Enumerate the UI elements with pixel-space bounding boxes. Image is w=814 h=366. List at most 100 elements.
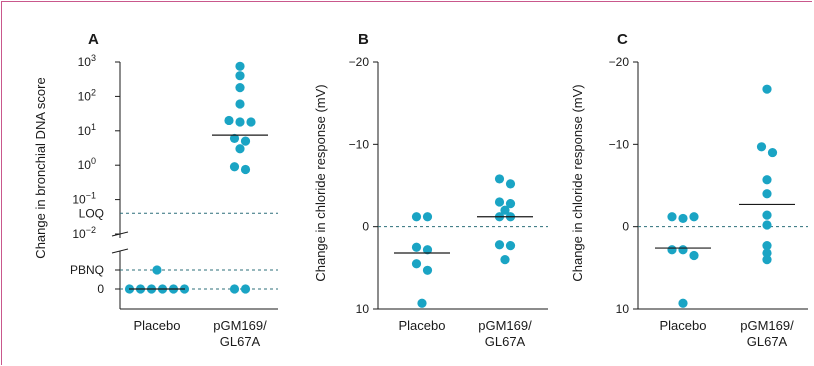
panel-b-series-0-point-0 <box>411 212 422 222</box>
panel-a-series-1-point-13 <box>240 284 251 294</box>
panel-a-tick-label-1: 102 <box>78 87 96 103</box>
panel-b-label: B <box>358 31 369 48</box>
panel-a: A Change in bronchial DNA score 10310210… <box>33 31 278 349</box>
panel-b: B Change in chloride response (mV) −20 −1… <box>313 31 548 349</box>
panel-c-tick-label-0: −20 <box>609 55 630 69</box>
panel-b-category-label-1-1: GL67A <box>485 334 526 349</box>
panel-c-series-0-point-5 <box>689 250 699 261</box>
panel-a-series-0-point-0 <box>152 265 162 275</box>
panel-c-series-1-point-1 <box>756 142 767 152</box>
panel-b-category-label-0-0: Placebo <box>399 318 446 333</box>
panel-a-label: A <box>88 31 99 48</box>
panel-b-categories: Placebo pGM169/GL67A <box>399 318 533 349</box>
panel-a-tick-label-0: 103 <box>78 53 96 69</box>
panel-c-series-1-point-4 <box>762 189 772 199</box>
panel-b-tick-label-1: −10 <box>349 137 370 151</box>
panel-a-linear-tick-label-0: PBNQ <box>70 263 104 277</box>
panel-b-series-0-point-3 <box>422 245 433 255</box>
panel-b-category-label-1-0: pGM169/ <box>478 318 532 333</box>
panel-b-series-1-point-0 <box>494 174 505 184</box>
panel-a-series-1-point-2 <box>235 83 245 93</box>
panel-c-tick-label-3: 10 <box>616 302 630 316</box>
panel-a-series-1-point-8 <box>240 136 251 146</box>
panel-a-categories: Placebo pGM169/GL67A <box>134 318 268 349</box>
panel-b-series-1-point-1 <box>505 179 516 189</box>
panel-a-series-1-point-6 <box>246 117 256 127</box>
panel-b-series-0-point-6 <box>417 298 427 308</box>
panel-a-ticks: 103 102 101 100 10−1 10−2 PBNQ 0 LOQ <box>70 53 120 296</box>
panel-c: C Change in chloride response (mV) −20 −1… <box>570 31 808 349</box>
panel-b-series-1-point-2 <box>494 197 505 207</box>
panel-c-ticks: −20 −10 0 10 <box>609 55 638 316</box>
panel-b-series-0-point-2 <box>411 242 422 252</box>
panel-a-series-1-point-4 <box>224 115 234 126</box>
panel-c-category-label-1-0: pGM169/ <box>740 318 794 333</box>
panel-a-series-1-point-10 <box>229 162 240 172</box>
panel-c-series-1-point-9 <box>762 255 772 265</box>
panel-a-tick-label-5: 10−2 <box>72 225 96 241</box>
panel-c-series-0-point-0 <box>667 212 677 222</box>
panel-a-tick-label-3: 100 <box>78 156 96 172</box>
panel-b-series-1-point-8 <box>505 241 516 251</box>
panel-a-y-axis-title: Change in bronchial DNA score <box>33 77 48 258</box>
panel-c-series-1-point-3 <box>762 175 772 185</box>
panel-c-series-1-point-5 <box>762 210 772 220</box>
panel-a-reference-lines <box>120 212 278 290</box>
panel-a-category-label-0-0: Placebo <box>134 318 181 333</box>
panel-b-axes <box>377 62 548 310</box>
panel-c-category-label-1-1: GL67A <box>747 334 788 349</box>
panel-b-tick-label-0: −20 <box>349 55 370 69</box>
panel-c-tick-label-1: −10 <box>609 137 630 151</box>
panel-c-y-axis-title: Change in chloride response (mV) <box>570 84 585 281</box>
panel-a-loq-label: LOQ <box>79 206 104 220</box>
panel-b-series-1-point-3 <box>505 199 516 209</box>
panel-c-series-1-point-6 <box>762 220 772 230</box>
panel-b-series-0-point-4 <box>411 259 422 269</box>
panel-c-categories: Placebo pGM169/GL67A <box>660 318 795 349</box>
panel-a-axis-break-lower <box>111 248 129 254</box>
panel-a-series-1-point-1 <box>235 71 245 81</box>
panel-c-series-1-point-8 <box>762 248 772 258</box>
panel-a-axes <box>111 62 278 310</box>
panel-c-series-1-point-0 <box>762 84 772 94</box>
panel-b-ticks: −20 −10 0 10 <box>349 55 378 316</box>
panel-c-category-label-0-0: Placebo <box>660 318 707 333</box>
panel-c-tick-label-2: 0 <box>622 220 629 234</box>
panel-a-category-label-1-1: GL67A <box>220 334 261 349</box>
panel-c-series-0-point-1 <box>678 213 688 224</box>
panel-a-tick-label-4: 10−1 <box>72 191 96 207</box>
panel-a-tick-label-2: 101 <box>78 122 96 138</box>
panel-c-series-0-point-6 <box>678 298 688 308</box>
panel-b-series-1-point-9 <box>500 255 510 265</box>
panel-a-series-1-point-3 <box>235 99 245 109</box>
panel-c-label: C <box>617 31 628 48</box>
panel-a-series-1-point-7 <box>229 133 240 144</box>
panel-b-series-1-point-7 <box>494 240 505 250</box>
panel-a-series-1-point-5 <box>235 117 245 127</box>
panel-a-series-1-point-12 <box>229 284 240 294</box>
panel-c-series-0-point-3 <box>667 245 677 255</box>
panel-b-tick-label-2: 0 <box>362 220 369 234</box>
panel-b-series-0-point-1 <box>422 212 433 222</box>
panel-b-tick-label-3: 10 <box>356 302 370 316</box>
panel-a-series-1-point-0 <box>235 61 245 71</box>
panel-c-series-1-point-2 <box>767 147 778 158</box>
panel-a-linear-tick-label-1: 0 <box>97 282 104 296</box>
panel-b-medians <box>394 216 533 254</box>
panel-c-points <box>667 84 778 308</box>
panel-c-series-0-point-2 <box>689 212 699 222</box>
panel-b-points <box>411 174 516 308</box>
panel-c-series-0-point-4 <box>678 245 688 255</box>
panel-b-series-1-point-4 <box>500 205 510 215</box>
panel-a-medians <box>129 134 268 290</box>
panel-b-y-axis-title: Change in chloride response (mV) <box>313 84 328 281</box>
panel-a-series-1-point-11 <box>240 164 251 175</box>
panel-a-points <box>124 61 256 294</box>
panel-a-category-label-1-0: pGM169/ <box>213 318 267 333</box>
panel-b-series-0-point-5 <box>422 265 433 275</box>
panel-c-axes <box>637 62 808 310</box>
panel-c-series-1-point-7 <box>762 241 772 251</box>
panel-a-series-1-point-9 <box>235 144 245 154</box>
